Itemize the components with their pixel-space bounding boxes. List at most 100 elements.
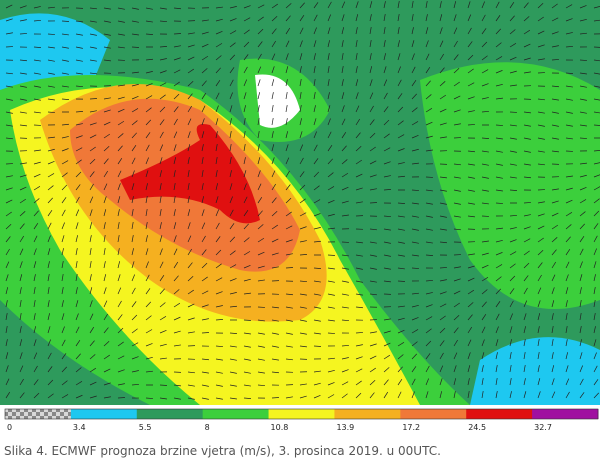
barb: [75, 261, 78, 269]
barb: [117, 133, 124, 139]
barb: [33, 72, 41, 75]
barb: [187, 397, 195, 400]
barb: [19, 33, 28, 35]
barb: [467, 352, 471, 360]
colorbar-tick-label: 0: [7, 423, 12, 432]
barb: [89, 274, 92, 282]
barb: [355, 14, 359, 22]
barb: [47, 248, 51, 256]
barb: [229, 30, 237, 35]
barb: [201, 222, 206, 230]
barb: [327, 382, 335, 386]
barb: [579, 174, 587, 178]
barb: [509, 163, 517, 166]
barb: [285, 225, 293, 230]
barb: [327, 105, 331, 113]
barb: [89, 33, 97, 36]
barb: [187, 276, 194, 282]
barb: [89, 287, 93, 295]
barb: [201, 55, 209, 61]
barb: [355, 392, 362, 399]
barb: [187, 105, 192, 113]
barb: [509, 313, 513, 321]
barb: [47, 222, 52, 230]
barb: [565, 85, 573, 88]
barb: [201, 304, 209, 308]
barb: [453, 123, 461, 126]
barb: [467, 150, 475, 153]
barb: [145, 261, 149, 269]
barb: [509, 275, 516, 282]
barb: [117, 341, 124, 347]
barb: [481, 391, 484, 399]
barb: [439, 279, 447, 282]
barb: [173, 209, 176, 217]
barb: [425, 241, 433, 244]
barb: [523, 163, 531, 166]
barb: [103, 287, 107, 295]
barb: [369, 132, 376, 139]
barb: [383, 354, 391, 360]
barb: [5, 313, 8, 321]
barb: [187, 144, 191, 152]
barb: [187, 68, 195, 74]
barb: [285, 66, 289, 74]
barb: [327, 280, 335, 283]
barb: [439, 81, 446, 87]
barb: [257, 210, 263, 217]
barb: [75, 222, 79, 230]
barb: [523, 16, 530, 22]
barb: [89, 235, 92, 243]
barb: [243, 54, 249, 61]
barb: [411, 53, 415, 61]
barb: [565, 365, 569, 373]
barb: [47, 98, 55, 101]
barb: [173, 196, 176, 204]
barb: [201, 262, 208, 269]
barb: [341, 118, 346, 126]
barb: [285, 79, 288, 87]
barb: [509, 56, 517, 61]
barb: [47, 173, 55, 178]
barb: [299, 306, 307, 309]
barb: [145, 248, 149, 256]
barb: [383, 367, 390, 373]
barb: [341, 319, 350, 322]
barb: [229, 131, 232, 139]
barb: [75, 159, 82, 165]
barb: [285, 170, 290, 178]
barb: [201, 290, 209, 295]
barb: [131, 132, 137, 139]
barb: [565, 300, 568, 308]
barb: [439, 122, 447, 126]
barb: [61, 209, 66, 217]
barb: [201, 249, 207, 256]
barb: [117, 397, 126, 399]
barb: [341, 381, 349, 386]
barb: [5, 300, 8, 308]
barb: [271, 306, 279, 309]
barb: [285, 319, 293, 322]
barb: [159, 170, 162, 178]
barb: [271, 183, 276, 191]
barb: [215, 249, 222, 256]
barb: [33, 46, 42, 49]
barb: [439, 53, 445, 61]
barb: [481, 41, 488, 48]
barb: [103, 59, 111, 62]
barb: [187, 209, 191, 217]
barb: [579, 98, 587, 101]
barb: [271, 3, 278, 9]
barb: [257, 170, 261, 178]
barb: [75, 72, 83, 75]
barb: [397, 215, 405, 218]
barb: [33, 300, 36, 308]
barb: [117, 96, 125, 100]
barb: [313, 66, 316, 74]
barb: [355, 356, 363, 360]
barb: [229, 292, 237, 295]
barb: [145, 7, 153, 10]
barb: [453, 81, 460, 87]
barb: [103, 396, 111, 399]
barb: [509, 29, 516, 35]
